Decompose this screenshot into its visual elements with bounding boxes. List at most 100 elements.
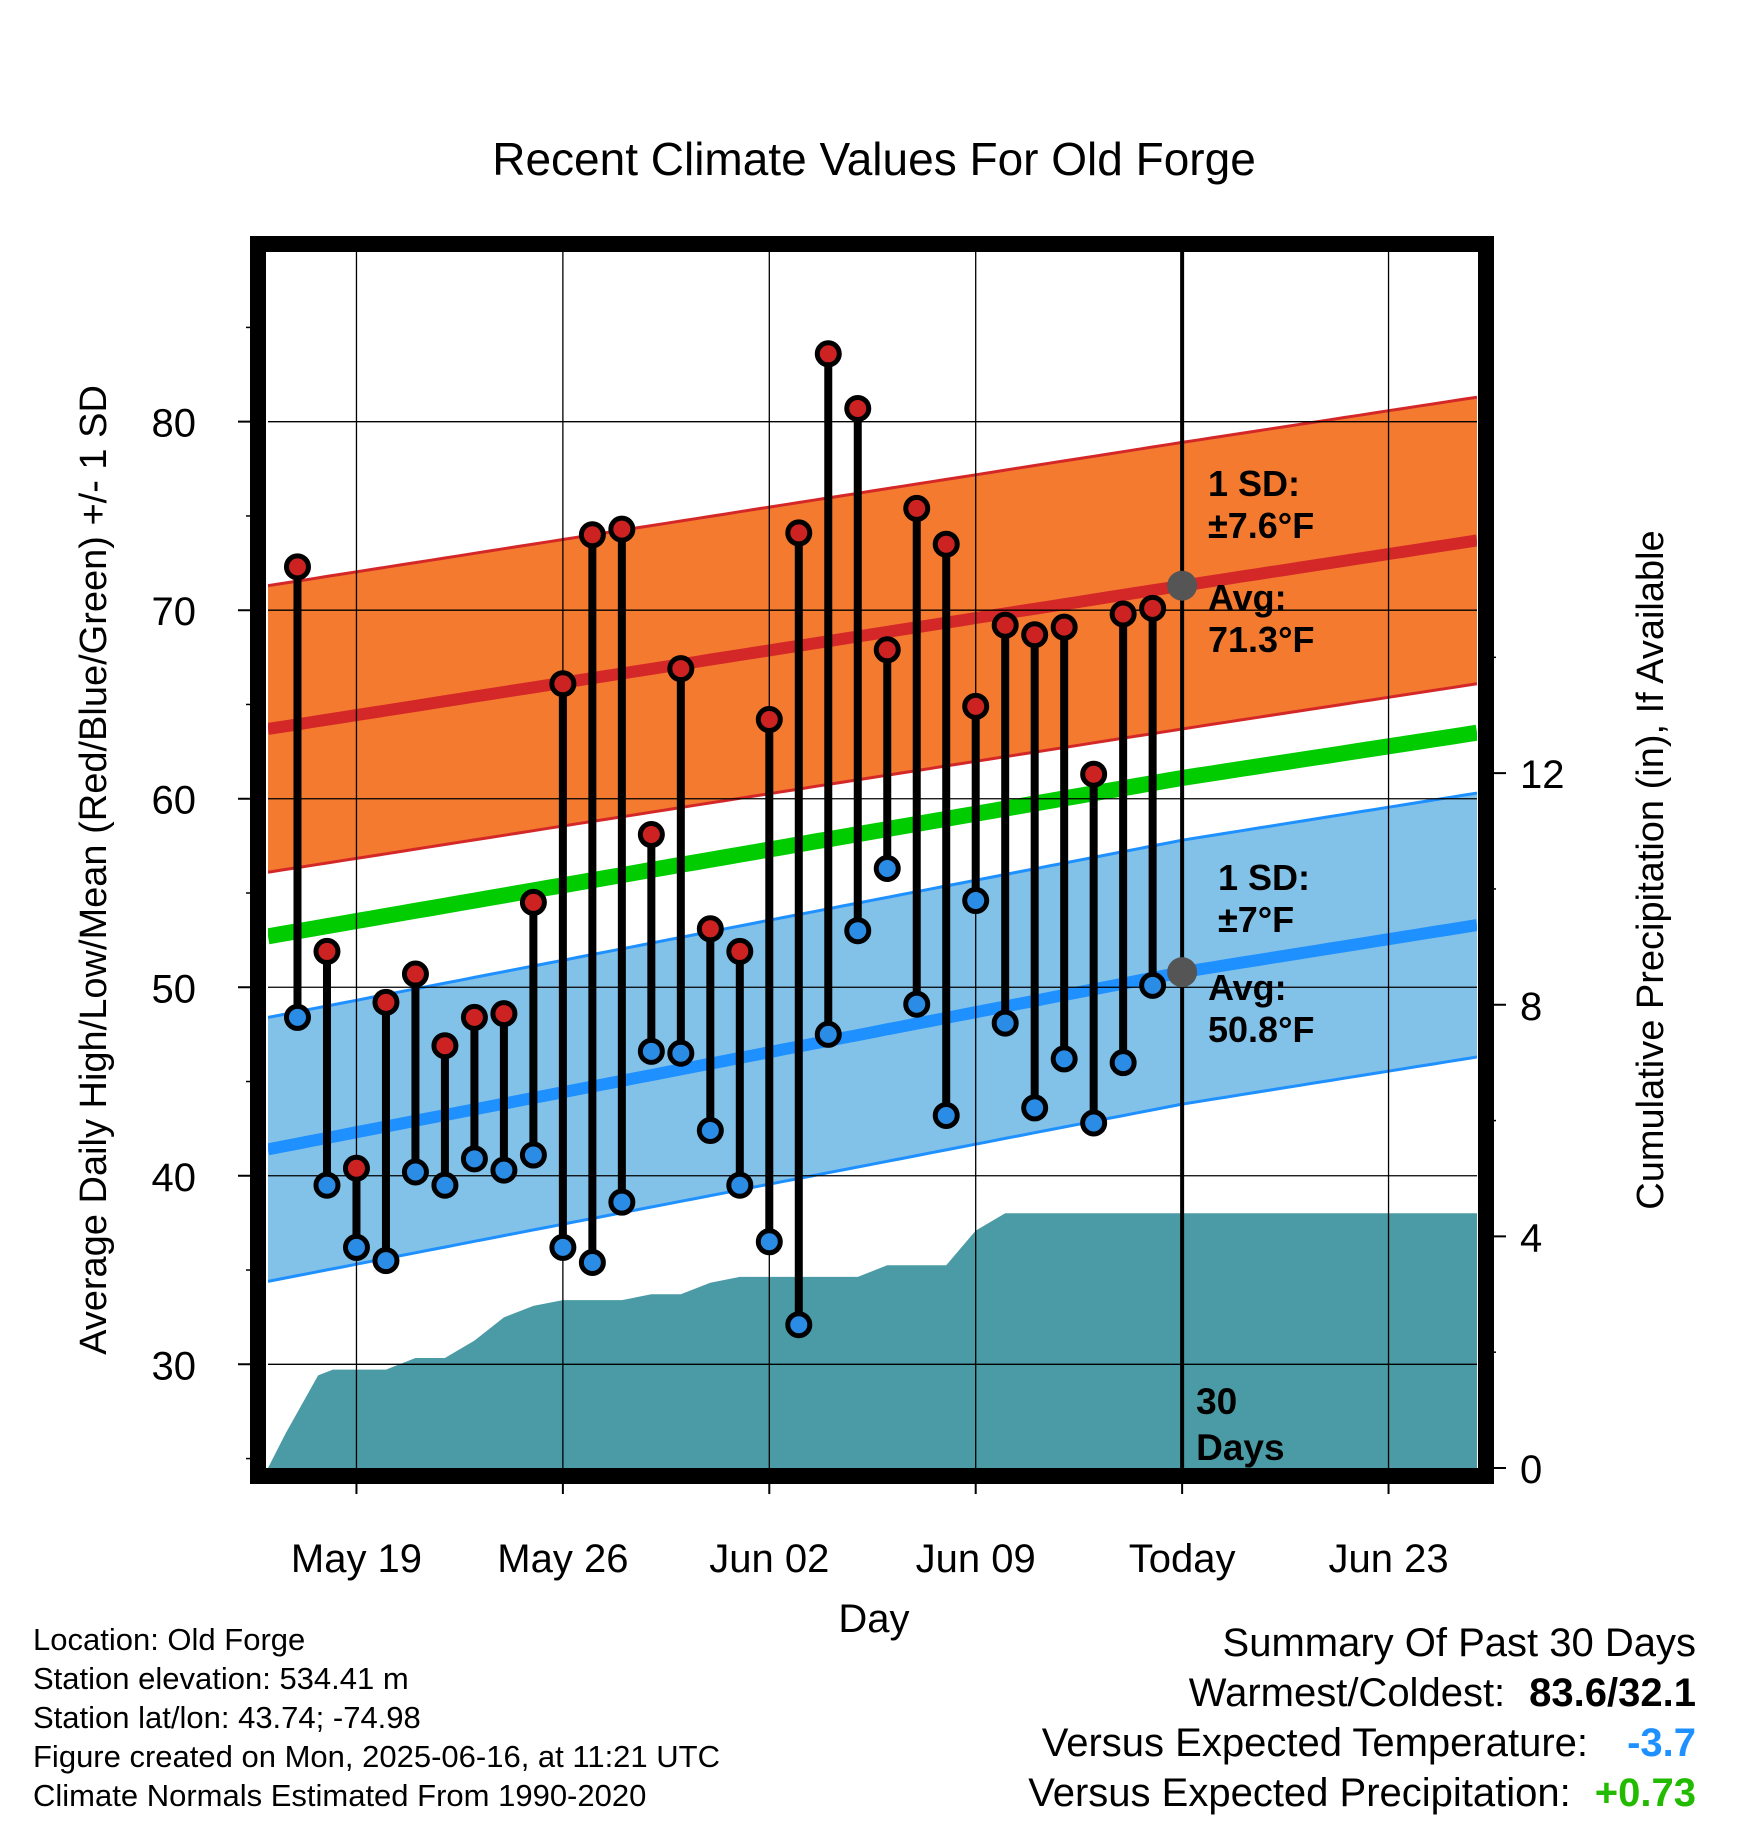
chart-title: Recent Climate Values For Old Forge [492, 133, 1256, 185]
x-tick-label: Today [1129, 1537, 1236, 1581]
elevation-text: Station elevation: 534.41 m [33, 1661, 409, 1696]
low-temp-point [549, 1233, 577, 1261]
low-temp-point [696, 1117, 724, 1145]
high-temp-point [962, 692, 990, 720]
y-tick-label: 60 [152, 779, 197, 823]
high-temp-point [519, 888, 547, 916]
days-label: 30 [1196, 1381, 1237, 1422]
low-temp-point [667, 1039, 695, 1067]
plot-content [268, 252, 1477, 1468]
low-temp-point [637, 1037, 665, 1065]
normals-text: Climate Normals Estimated From 1990-2020 [33, 1778, 647, 1813]
high-band-lower-edge [268, 682, 1477, 874]
low-temp-point [785, 1311, 813, 1339]
y2-tick-label: 0 [1520, 1448, 1542, 1492]
high-temp-point [903, 494, 931, 522]
high-temp-point [873, 636, 901, 664]
high-temp-point [667, 655, 695, 683]
y-tick-label: 50 [152, 967, 197, 1011]
days-label: Days [1196, 1427, 1284, 1468]
normal-high-line [268, 534, 1477, 735]
low-temp-point [755, 1228, 783, 1256]
high-temp-point [578, 521, 606, 549]
high-temp-point [1109, 600, 1137, 628]
low-band-lower-edge [268, 1055, 1477, 1283]
high-temp-point [460, 1003, 488, 1031]
high-temp-point [372, 988, 400, 1016]
high-temp-point [844, 394, 872, 422]
low-temp-point [932, 1101, 960, 1129]
warm-cold-label: Warmest/Coldest: [1188, 1671, 1506, 1715]
low-temp-point [372, 1247, 400, 1275]
low-temp-point [608, 1188, 636, 1216]
x-tick-label: May 19 [291, 1537, 422, 1581]
low-temp-point [490, 1156, 518, 1184]
low-temp-point [1021, 1094, 1049, 1122]
station-info: Location: Old Forge Station elevation: 5… [33, 1620, 720, 1815]
x-tick-label: Jun 02 [709, 1537, 829, 1581]
low-temp-point [283, 1003, 311, 1031]
today-normal-low-marker [1167, 957, 1198, 988]
y-tick-label: 30 [152, 1344, 197, 1388]
high-temp-point [696, 915, 724, 943]
high-temp-point [1021, 621, 1049, 649]
high-temp-point [283, 553, 311, 581]
low-temp-point [431, 1171, 459, 1199]
y-tick-label: 80 [152, 402, 197, 446]
low-temp-point [873, 854, 901, 882]
low-temp-point [578, 1249, 606, 1277]
high-temp-point [431, 1032, 459, 1060]
created-text: Figure created on Mon, 2025-06-16, at 11… [33, 1739, 720, 1774]
y-axis-label: Average Daily High/Low/Mean (Red/Blue/Gr… [73, 385, 115, 1355]
today-normal-high-marker [1167, 570, 1198, 601]
high-avg-annotation: Avg: [1208, 577, 1287, 618]
low-avg-annotation: Avg: [1208, 967, 1287, 1008]
low-temp-point [1050, 1045, 1078, 1073]
low-temp-point [814, 1020, 842, 1048]
high-temp-point [549, 670, 577, 698]
low-temp-point [1139, 971, 1167, 999]
y2-tick-label: 8 [1520, 985, 1542, 1029]
low-avg-annotation: 50.8°F [1208, 1009, 1314, 1050]
low-temp-point [342, 1233, 370, 1261]
high-temp-point [1080, 760, 1108, 788]
summary-heading: Summary Of Past 30 Days [1222, 1621, 1696, 1665]
summary-panel: Summary Of Past 30 Days Warmest/Coldest:… [1028, 1618, 1696, 1818]
normal-mean-line [268, 724, 1477, 945]
high-temp-point [991, 611, 1019, 639]
low-temp-point [844, 917, 872, 945]
high-sd-annotation: ±7.6°F [1208, 505, 1314, 546]
temp-diff-value: -3.7 [1627, 1721, 1696, 1765]
high-sd-annotation: 1 SD: [1208, 463, 1300, 504]
low-temp-point [1080, 1109, 1108, 1137]
high-temp-point [814, 340, 842, 368]
x-axis-label: Day [838, 1597, 909, 1641]
warm-cold-row: Warmest/Coldest: 83.6/32.1 [1028, 1668, 1696, 1718]
high-temp-point [1050, 613, 1078, 641]
low-temp-point [962, 887, 990, 915]
high-temp-point [785, 519, 813, 547]
low-sd-annotation: ±7°F [1218, 899, 1294, 940]
low-temp-point [903, 990, 931, 1018]
y2-tick-label: 4 [1520, 1216, 1542, 1260]
y2-tick-label: 12 [1520, 753, 1565, 797]
high-temp-point [637, 821, 665, 849]
latlon-text: Station lat/lon: 43.74; -74.98 [33, 1700, 421, 1735]
low-temp-point [401, 1158, 429, 1186]
temp-diff-label: Versus Expected Temperature: [1041, 1721, 1588, 1765]
high-temp-point [932, 530, 960, 558]
low-band-upper-edge [268, 791, 1477, 1019]
normal-low-line [268, 919, 1477, 1156]
precip-diff-row: Versus Expected Precipitation: +0.73 [1028, 1768, 1696, 1818]
low-temp-point [519, 1141, 547, 1169]
warm-cold-value: 83.6/32.1 [1529, 1671, 1696, 1715]
plot-frame [250, 236, 1494, 1484]
high-temp-point [608, 515, 636, 543]
precip-area [268, 1213, 1477, 1468]
precip-diff-value: +0.73 [1594, 1771, 1696, 1815]
temp-diff-row: Versus Expected Temperature: -3.7 [1028, 1718, 1696, 1768]
precip-diff-label: Versus Expected Precipitation: [1028, 1771, 1571, 1815]
low-temp-point [726, 1171, 754, 1199]
